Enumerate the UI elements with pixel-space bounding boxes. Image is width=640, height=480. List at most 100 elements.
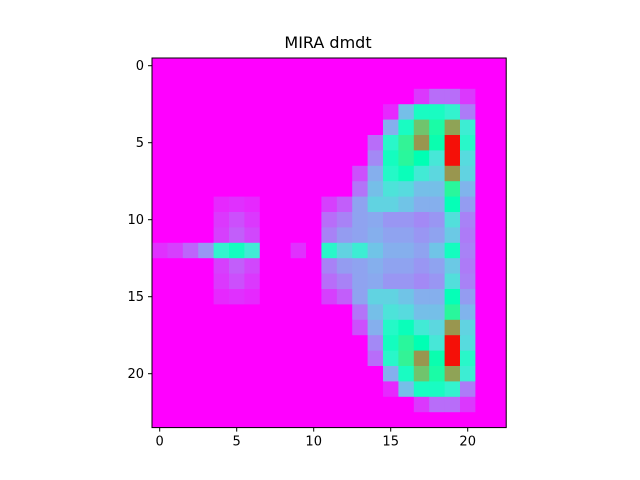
heatmap-cell [321,366,338,382]
heatmap-cell [460,73,476,90]
heatmap-cell [475,181,492,197]
heatmap-cell [413,289,430,305]
heatmap-cell [167,119,184,136]
heatmap-cell [167,319,184,336]
heatmap-cell [460,196,476,213]
heatmap-cell [275,227,291,244]
heatmap-cell [259,381,276,398]
heatmap-cell [321,412,338,428]
heatmap-cell [321,258,338,274]
heatmap-cell [429,319,445,336]
heatmap-cell [198,150,214,167]
heatmap-cell [244,212,261,228]
heatmap-cell [229,350,245,367]
heatmap-cell [398,119,415,136]
heatmap-cell [429,350,445,367]
heatmap-cell [306,88,322,105]
heatmap-cell [167,58,184,74]
heatmap-cell [275,258,291,274]
heatmap-cell [490,73,507,90]
heatmap-cell [290,88,307,105]
heatmap-cell [182,104,199,120]
heatmap-cell [167,258,184,274]
heatmap-cell [321,335,338,351]
heatmap-cell [182,381,199,398]
heatmap-cell [475,58,492,74]
heatmap-cell [336,319,353,336]
heatmap-cell [352,258,368,274]
heatmap-cell [275,212,291,228]
heatmap-cell [321,212,338,228]
heatmap-cell [182,73,199,90]
heatmap-cell [460,350,476,367]
heatmap-cell [444,381,461,398]
y-tick-label: 15 [127,290,144,305]
heatmap-cell [244,181,261,197]
heatmap-cell [383,88,399,105]
heatmap-cell [275,88,291,105]
heatmap-cell [398,396,415,413]
heatmap-cell [152,242,168,259]
heatmap-cell [321,150,338,167]
heatmap-cell [167,350,184,367]
heatmap-cell [429,165,445,182]
heatmap-cell [352,150,368,167]
heatmap-cell [275,350,291,367]
heatmap-cell [290,150,307,167]
heatmap-cell [275,104,291,120]
heatmap-cell [383,227,399,244]
heatmap-cell [213,58,230,74]
heatmap-cell [383,135,399,151]
heatmap-cell [367,196,384,213]
heatmap-cell [182,273,199,290]
heatmap-cell [321,227,338,244]
heatmap-cell [198,88,214,105]
heatmap-cell [460,227,476,244]
heatmap-cell [321,396,338,413]
heatmap-cell [167,242,184,259]
heatmap-cell [367,396,384,413]
heatmap-cell [367,165,384,182]
plot-frame [151,57,507,429]
heatmap-cell [490,212,507,228]
heatmap-cell [167,366,184,382]
heatmap-cell [460,335,476,351]
heatmap-cell [213,73,230,90]
heatmap-cell [152,150,168,167]
heatmap-cell [490,350,507,367]
heatmap-cell [182,258,199,274]
heatmap-cell [275,335,291,351]
heatmap-cell [429,335,445,351]
heatmap-cell [398,242,415,259]
heatmap-cell [352,104,368,120]
heatmap-cell [275,150,291,167]
heatmap-cell [213,88,230,105]
heatmap-cell [290,181,307,197]
heatmap-cell [229,88,245,105]
heatmap-cell [475,73,492,90]
heatmap-cell [244,58,261,74]
heatmap-cell [290,412,307,428]
heatmap-cell [383,381,399,398]
heatmap-cell [444,73,461,90]
heatmap-cell [244,242,261,259]
heatmap-cell [152,88,168,105]
heatmap-cell [213,135,230,151]
heatmap-cell [398,273,415,290]
heatmap-cell [152,350,168,367]
heatmap-cell [429,366,445,382]
x-tick-label: 20 [459,435,476,450]
heatmap-cell [290,135,307,151]
heatmap-cell [259,181,276,197]
heatmap-cell [290,196,307,213]
heatmap-cell [460,165,476,182]
heatmap-cell [182,304,199,321]
heatmap-cell [413,181,430,197]
heatmap-cell [259,350,276,367]
heatmap-cell [429,196,445,213]
heatmap-cell [182,366,199,382]
heatmap-cell [244,289,261,305]
heatmap-cell [367,104,384,120]
heatmap-cell [306,319,322,336]
heatmap-cell [152,319,168,336]
